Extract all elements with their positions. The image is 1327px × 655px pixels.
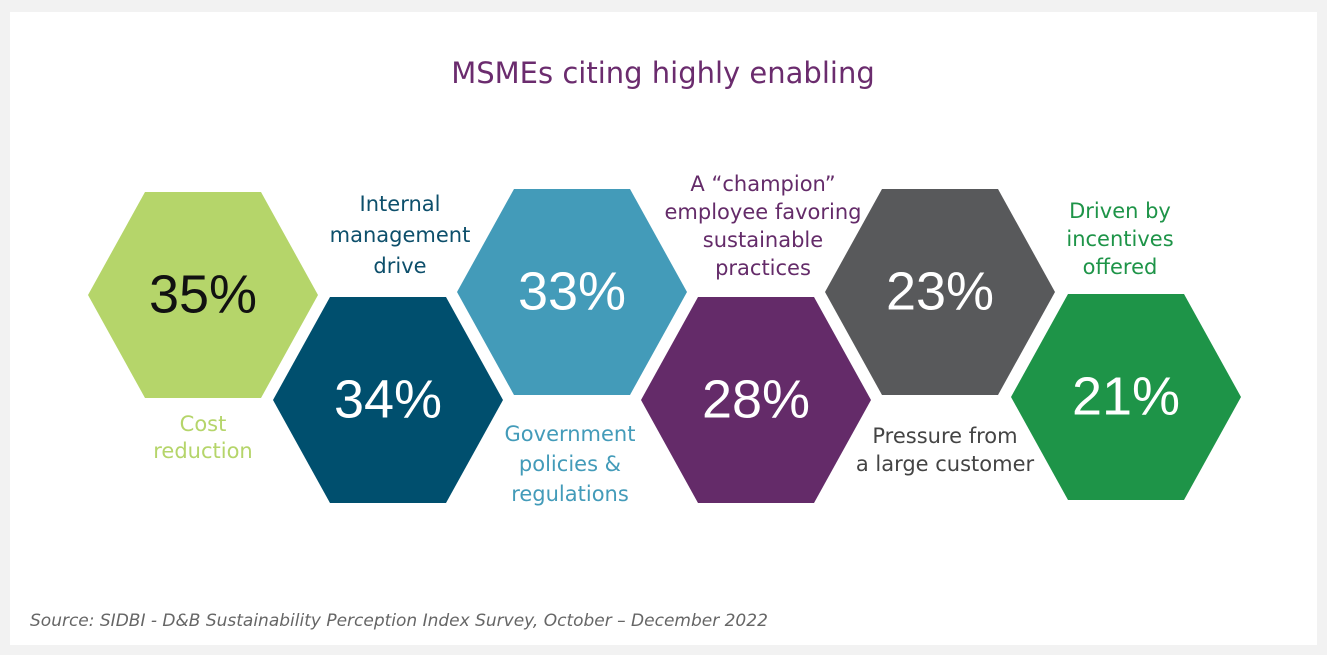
label: Cost reduction (153, 412, 253, 463)
label-line: Pressure from (872, 424, 1017, 448)
label-line: Government (505, 422, 636, 446)
label: Driven by incentives offered (1066, 199, 1173, 279)
label-line: Internal (360, 192, 441, 216)
label: Pressure from a large customer (856, 424, 1035, 476)
label-line: policies & (519, 452, 621, 476)
label-line: sustainable (703, 228, 823, 252)
label-line: Cost (180, 412, 227, 436)
label-line: practices (715, 256, 811, 280)
label: Government policies & regulations (505, 422, 636, 506)
title: MSMEs citing highly enabling (451, 56, 875, 90)
percent: 21% (1072, 366, 1180, 426)
source: Source: SIDBI - D&B Sustainability Perce… (30, 611, 768, 631)
label-line: A “champion” (690, 172, 835, 196)
label-line: reduction (153, 439, 253, 463)
label-line: offered (1083, 255, 1158, 279)
percent: 28% (702, 369, 810, 429)
hexagon (1011, 294, 1241, 500)
hexagon (641, 297, 871, 503)
label-line: employee favoring (665, 200, 862, 224)
percent: 35% (149, 264, 257, 324)
percent: 33% (518, 261, 626, 321)
label-line: regulations (511, 482, 629, 506)
label-line: drive (373, 254, 426, 278)
label: A “champion” employee favoring sustainable… (665, 172, 862, 280)
label-line: management (330, 223, 471, 247)
label-line: incentives (1066, 227, 1173, 251)
label-line: a large customer (856, 452, 1035, 476)
label: Internal management drive (330, 192, 471, 278)
hexagon (825, 189, 1055, 395)
hexagon (88, 192, 318, 398)
hexagon (273, 297, 503, 503)
hexagon (457, 189, 687, 395)
percent: 23% (886, 261, 994, 321)
label-line: Driven by (1069, 199, 1171, 223)
percent: 34% (334, 369, 442, 429)
